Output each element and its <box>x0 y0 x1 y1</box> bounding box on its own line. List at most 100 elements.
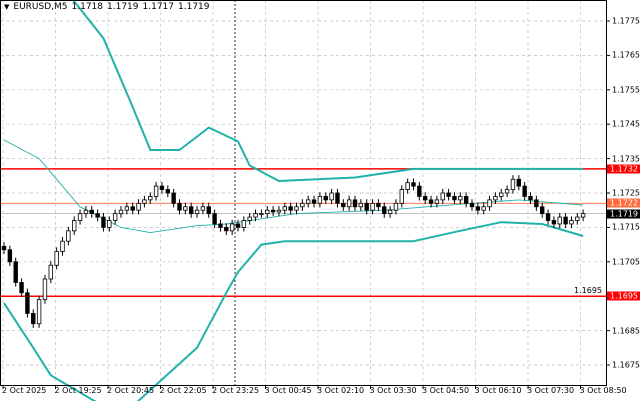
candle-body <box>253 213 258 218</box>
candle-body <box>446 192 451 197</box>
candle-body <box>522 185 527 197</box>
candle-body <box>493 196 498 201</box>
candle-body <box>1 245 7 251</box>
candle-body <box>557 216 562 225</box>
candle-body <box>112 213 118 221</box>
close-value: 1.1719 <box>178 2 210 12</box>
candle-body <box>487 199 492 208</box>
candle-body <box>545 213 551 221</box>
candle-body <box>282 206 287 211</box>
candle-body <box>276 209 282 213</box>
symbol-label: EURUSD,M5 <box>13 2 68 12</box>
y-tick-label: 1.1715 <box>612 222 640 232</box>
candle-body <box>124 206 130 211</box>
candle-body <box>534 199 539 208</box>
candle-body <box>77 213 83 221</box>
candle-body <box>551 220 557 225</box>
level-price-tag: 1.1695 <box>607 291 640 301</box>
x-tick-label: 3 Oct 03:30 <box>369 386 417 395</box>
candle-body <box>247 216 252 221</box>
candle-body <box>300 202 305 208</box>
candle-body <box>241 220 247 228</box>
candle-body <box>177 202 182 211</box>
x-tick-label: 2 Oct 20:45 <box>107 386 155 395</box>
candle-body <box>405 182 410 190</box>
candle-body <box>329 192 334 201</box>
candle-body <box>171 192 176 204</box>
candle-body <box>288 206 293 211</box>
candle-body <box>422 196 428 201</box>
candle-body <box>36 299 42 325</box>
level-price-tag: 1.1732 <box>607 164 640 174</box>
y-tick-label: 1.1745 <box>612 119 640 129</box>
candle-body <box>575 216 580 221</box>
x-tick-label: 3 Oct 00:45 <box>264 386 312 395</box>
candle-body <box>458 196 463 201</box>
ask-price-tag: 1.1722 <box>607 198 640 208</box>
bollinger-lower-band <box>3 221 584 401</box>
candle-body <box>218 223 223 228</box>
y-tick-label: 1.1705 <box>612 257 640 267</box>
candle-body <box>335 192 340 204</box>
candle-body <box>294 206 299 211</box>
candle-body <box>481 206 486 211</box>
x-tick-label: 3 Oct 02:10 <box>317 386 365 395</box>
candle-body <box>95 213 100 218</box>
y-tick-label: 1.1675 <box>612 360 640 370</box>
candle-body <box>48 264 53 280</box>
candle-body <box>235 223 241 228</box>
candle-body <box>475 206 481 211</box>
candle-body <box>499 192 504 197</box>
y-tick-label: 1.1775 <box>612 16 640 26</box>
candle-body <box>346 199 352 208</box>
y-tick-label: 1.1765 <box>612 50 640 60</box>
candle-body <box>352 199 358 208</box>
bollinger-middle-band <box>3 139 584 234</box>
candle-body <box>224 226 229 232</box>
candle-body <box>317 196 323 204</box>
candle-body <box>305 199 311 204</box>
candle-body <box>323 196 328 201</box>
candle-body <box>270 209 276 213</box>
chart-frame <box>0 0 607 386</box>
candle-body <box>25 292 30 314</box>
x-tick-label: 3 Oct 04:50 <box>422 386 470 395</box>
dropdown-triangle-icon[interactable]: ▼ <box>4 3 10 11</box>
candle-body <box>528 196 533 201</box>
candle-body <box>83 209 89 215</box>
x-tick-label: 3 Oct 06:10 <box>474 386 522 395</box>
candle-body <box>370 202 375 211</box>
y-tick-label: 1.1725 <box>612 188 640 198</box>
candle-body <box>188 206 194 215</box>
candle-body <box>463 196 469 204</box>
candle-body <box>118 209 124 215</box>
y-tick-label: 1.1755 <box>612 85 640 95</box>
bollinger-upper-band <box>71 0 584 182</box>
candle-body <box>440 192 445 201</box>
x-tick-label: 2 Oct 19:25 <box>54 386 102 395</box>
candle-body <box>387 209 393 215</box>
candle-body <box>148 196 153 201</box>
candle-body <box>311 199 317 204</box>
candle-body <box>13 261 18 283</box>
candle-body <box>516 178 521 187</box>
candle-body <box>42 278 48 301</box>
bid-price-tag: 1.1719 <box>607 209 640 219</box>
candle-body <box>19 282 24 294</box>
candle-body <box>165 189 170 194</box>
high-value: 1.1719 <box>107 2 139 12</box>
candle-body <box>569 220 574 225</box>
candle-body <box>72 220 77 232</box>
x-tick-label: 2 Oct 2025 <box>2 386 47 395</box>
candle-body <box>469 202 475 208</box>
y-tick-label: 1.1735 <box>612 154 640 164</box>
candle-body <box>130 206 135 211</box>
candle-body <box>200 206 206 211</box>
candle-body <box>265 209 270 215</box>
candle-body <box>452 196 457 201</box>
candle-body <box>159 185 165 190</box>
candle-body <box>399 189 404 204</box>
candle-body <box>417 185 422 197</box>
candle-body <box>194 209 200 215</box>
